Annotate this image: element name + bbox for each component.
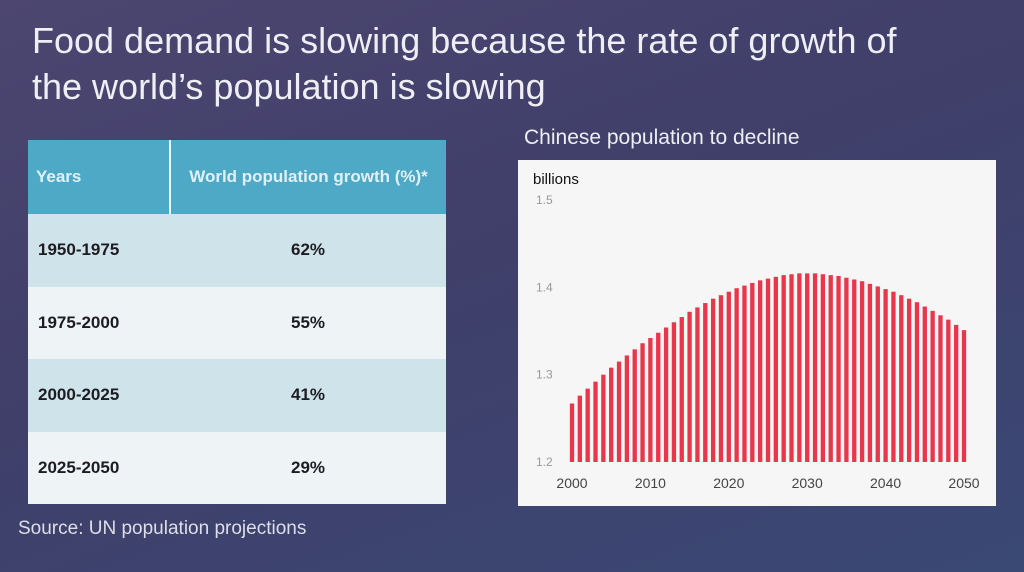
- bar: [789, 274, 794, 462]
- bar: [906, 298, 912, 462]
- y-tick-label: 1.3: [536, 368, 553, 382]
- row-years: 2000-2025: [28, 359, 170, 432]
- source-note: Source: UN population projections: [18, 518, 307, 539]
- x-tick-label: 2010: [635, 475, 666, 491]
- row-growth: 55%: [170, 286, 446, 359]
- y-tick-labels: 1.2 1.3 1.4 1.5: [536, 193, 553, 469]
- bar: [946, 319, 951, 462]
- table-row: 1950-1975 62%: [28, 214, 446, 287]
- table-row: 1975-2000 55%: [28, 286, 446, 359]
- bar: [930, 310, 935, 462]
- bar: [616, 361, 622, 462]
- bar: [852, 279, 857, 462]
- bar: [883, 289, 888, 462]
- row-years: 1950-1975: [28, 214, 170, 287]
- bar: [710, 298, 716, 462]
- bar: [758, 280, 763, 462]
- bar: [797, 273, 802, 462]
- header-years: Years: [28, 140, 171, 214]
- bar: [609, 367, 614, 462]
- bar: [875, 286, 880, 462]
- bar: [577, 395, 582, 462]
- bar: [624, 355, 630, 462]
- bar: [656, 332, 661, 462]
- chart-title: Chinese population to decline: [524, 126, 800, 149]
- population-growth-table: Years World population growth (%)* 1950-…: [28, 140, 446, 504]
- x-tick-label: 2000: [556, 475, 587, 491]
- bar: [812, 273, 818, 462]
- row-growth: 41%: [170, 359, 446, 432]
- bar: [836, 275, 841, 462]
- bar: [828, 275, 833, 462]
- bar: [718, 295, 724, 462]
- title-line-2: the world’s population is slowing: [32, 66, 546, 107]
- bar: [742, 285, 747, 462]
- title-line-1: Food demand is slowing because the rate …: [32, 20, 897, 61]
- bar: [703, 303, 708, 462]
- slide-title: Food demand is slowing because the rate …: [32, 18, 992, 110]
- bar: [961, 330, 967, 462]
- bar: [663, 327, 669, 462]
- row-growth: 62%: [170, 214, 446, 287]
- bar: [899, 295, 904, 462]
- bar: [938, 315, 943, 462]
- bar: [781, 275, 786, 462]
- bar: [569, 403, 575, 462]
- table-row: 2000-2025 41%: [28, 359, 446, 432]
- bars: [569, 273, 967, 462]
- bar: [726, 291, 731, 462]
- row-years: 1975-2000: [28, 286, 170, 359]
- bar: [734, 288, 739, 462]
- bar: [601, 374, 606, 462]
- chart-panel: billions 1.2 1.3 1.4 1.5 2000 2010 2020 2030 20…: [518, 160, 996, 506]
- bar: [765, 278, 771, 462]
- header-growth: World population growth (%)*: [170, 140, 446, 214]
- bar: [671, 322, 677, 462]
- bar: [914, 302, 920, 462]
- bar: [891, 291, 896, 462]
- bar: [632, 349, 637, 462]
- bar: [859, 281, 865, 462]
- bar: [593, 381, 598, 462]
- y-tick-label: 1.4: [536, 280, 553, 294]
- bar: [695, 307, 700, 462]
- row-years: 2025-2050: [28, 431, 170, 504]
- row-growth: 29%: [170, 431, 446, 504]
- bar: [640, 343, 645, 462]
- bar: [773, 276, 778, 462]
- y-tick-label: 1.5: [536, 193, 553, 207]
- bar: [648, 337, 653, 462]
- bar: [687, 311, 692, 462]
- y-axis-label: billions: [533, 171, 579, 188]
- x-tick-labels: 2000 2010 2020 2030 2040 2050: [556, 475, 979, 491]
- x-tick-label: 2040: [870, 475, 901, 491]
- table-row: 2025-2050 29%: [28, 431, 446, 504]
- bar: [922, 306, 927, 462]
- bar: [805, 273, 810, 462]
- bar: [585, 388, 590, 462]
- bar: [820, 274, 826, 462]
- population-bar-chart: billions 1.21.31.41.5 2000 2010 2020 2030 20…: [533, 171, 980, 491]
- bar: [867, 283, 873, 462]
- bar: [679, 317, 684, 462]
- bar: [954, 324, 959, 462]
- x-tick-label: 2030: [792, 475, 823, 491]
- y-tick-label: 1.2: [536, 455, 553, 469]
- table-header-row: Years World population growth (%)*: [28, 140, 446, 214]
- x-tick-label: 2020: [713, 475, 744, 491]
- bar: [844, 277, 849, 462]
- x-tick-label: 2050: [948, 475, 979, 491]
- bar: [750, 282, 755, 462]
